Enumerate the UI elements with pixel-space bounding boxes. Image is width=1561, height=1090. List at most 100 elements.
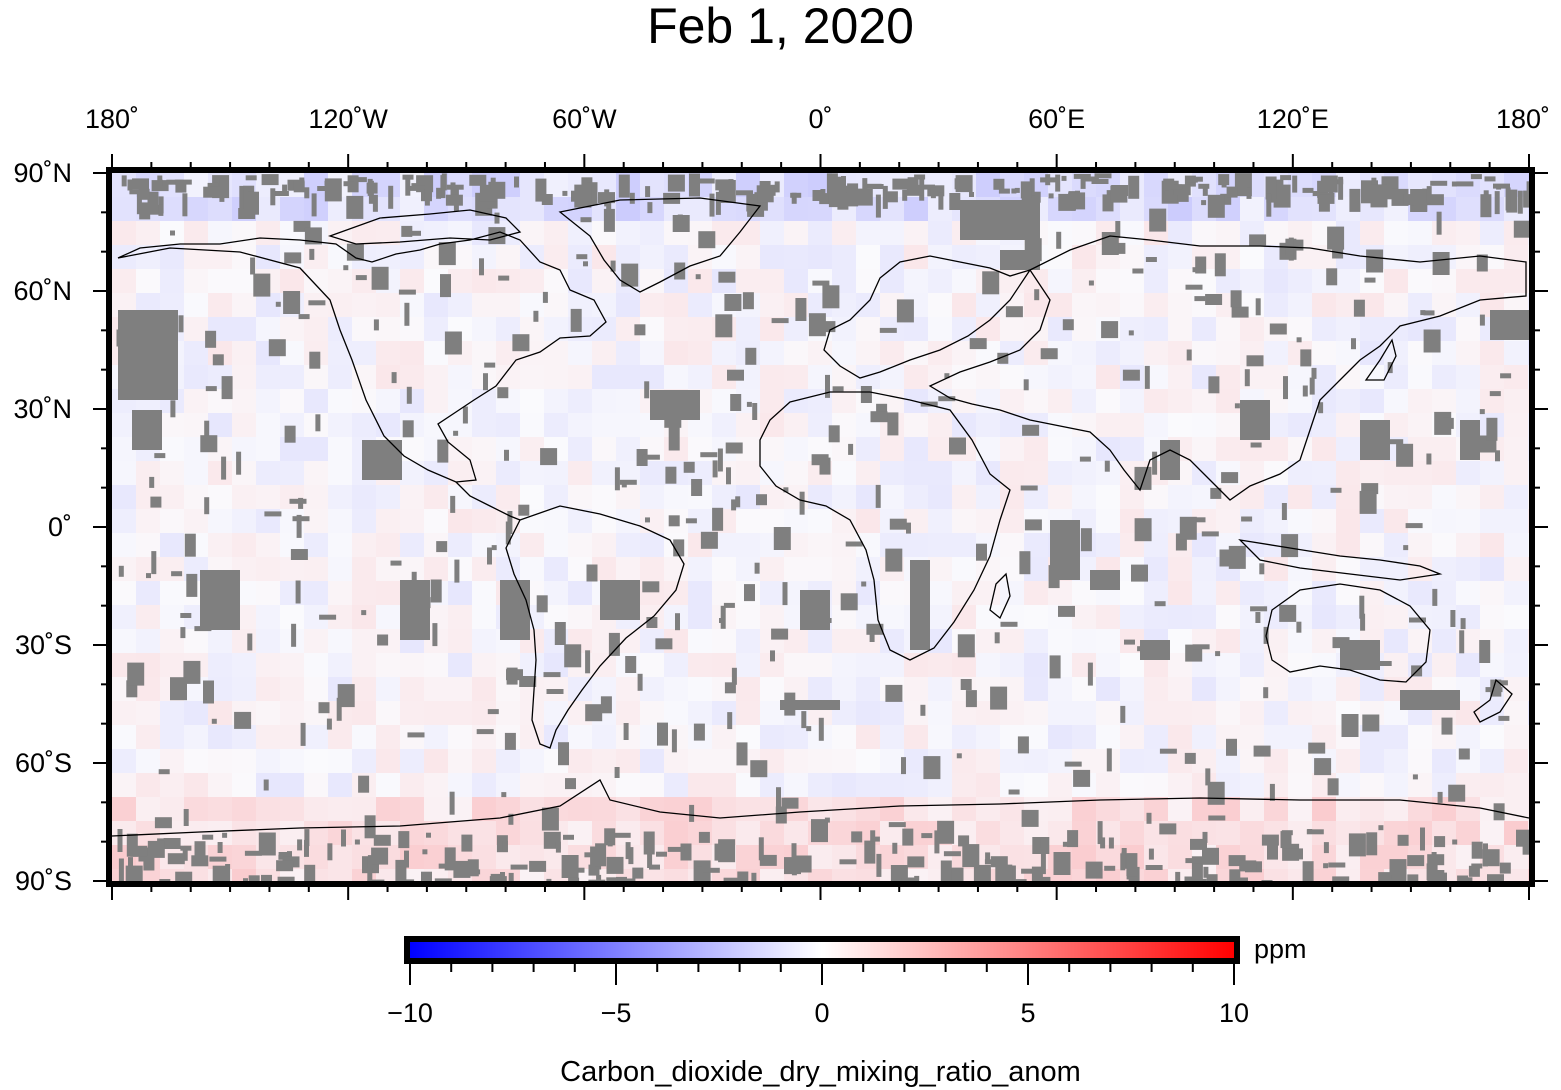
missing-data-cell [170, 677, 187, 701]
anomaly-cell [1240, 365, 1264, 389]
anomaly-cell [1144, 701, 1168, 725]
anomaly-cell [544, 581, 568, 605]
missing-data-cell [879, 327, 897, 333]
missing-data-cell [1269, 783, 1275, 801]
anomaly-cell [520, 653, 544, 677]
missing-data-cell [1506, 189, 1518, 213]
anomaly-cell [280, 653, 304, 677]
anomaly-cell [208, 821, 232, 845]
missing-data-cell [1448, 784, 1466, 802]
missing-data-cell [138, 188, 150, 200]
anomaly-cell [280, 677, 304, 701]
missing-data-cell [514, 176, 519, 188]
anomaly-cell [232, 629, 256, 653]
anomaly-cell [832, 869, 856, 881]
missing-data-cell [644, 381, 650, 399]
anomaly-cell [1048, 437, 1072, 461]
anomaly-cell [688, 677, 712, 701]
anomaly-cell [424, 557, 448, 581]
anomaly-cell [568, 605, 592, 629]
missing-data-cell [1055, 174, 1061, 192]
anomaly-cell [352, 293, 376, 317]
missing-data-patch [1140, 640, 1170, 660]
missing-data-cell [862, 178, 868, 190]
anomaly-cell [904, 365, 928, 389]
missing-data-cell [1108, 837, 1114, 849]
anomaly-cell [1120, 389, 1144, 413]
anomaly-cell [808, 869, 832, 881]
missing-data-cell [882, 185, 888, 209]
missing-data-cell [1459, 630, 1465, 654]
anomaly-cell [1528, 437, 1529, 461]
missing-data-cell [1067, 830, 1079, 848]
anomaly-cell [1216, 677, 1240, 701]
anomaly-cell [928, 677, 952, 701]
anomaly-cell [736, 509, 760, 533]
anomaly-cell [880, 581, 904, 605]
anomaly-cell [952, 389, 976, 413]
missing-data-cell [892, 178, 910, 190]
anomaly-cell [1048, 677, 1072, 701]
anomaly-cell [1072, 725, 1096, 749]
missing-data-cell [1366, 832, 1378, 856]
anomaly-cell [760, 365, 784, 389]
anomaly-cell [472, 557, 496, 581]
anomaly-cell [112, 533, 136, 557]
missing-data-cell [1359, 595, 1365, 619]
anomaly-cell [1216, 821, 1240, 845]
anomaly-cell [1504, 485, 1528, 509]
missing-data-cell [467, 859, 479, 877]
anomaly-cell [1336, 605, 1360, 629]
missing-data-cell [1407, 855, 1425, 867]
anomaly-cell [1048, 413, 1072, 437]
anomaly-cell [1312, 413, 1336, 437]
anomaly-cell [640, 245, 664, 269]
missing-data-cell [1450, 610, 1456, 627]
missing-data-cell [938, 192, 944, 210]
missing-data-cell [1427, 854, 1445, 866]
anomaly-cell [808, 245, 832, 269]
anomaly-cell [472, 317, 496, 341]
anomaly-cell [400, 437, 424, 461]
anomaly-cell [736, 701, 760, 725]
anomaly-cell [616, 437, 640, 461]
missing-data-cell [730, 394, 742, 411]
anomaly-cell [1048, 293, 1072, 317]
anomaly-cell [952, 797, 976, 821]
anomaly-cell [904, 485, 928, 509]
anomaly-cell [1192, 701, 1216, 725]
anomaly-cell [808, 557, 832, 581]
missing-data-cell [368, 180, 374, 204]
anomaly-cell [616, 677, 640, 701]
missing-data-cell [304, 864, 316, 881]
anomaly-cell [184, 221, 208, 245]
missing-data-cell [1195, 256, 1207, 274]
missing-data-cell [324, 178, 342, 202]
anomaly-cell [856, 437, 880, 461]
anomaly-cell [400, 197, 424, 221]
missing-data-patch [1460, 420, 1480, 460]
anomaly-cell [1504, 461, 1528, 485]
missing-data-cell [535, 178, 547, 202]
anomaly-cell [1144, 605, 1168, 629]
missing-data-cell [157, 175, 163, 187]
anomaly-cell [256, 677, 280, 701]
anomaly-cell [1144, 389, 1168, 413]
anomaly-cell [664, 341, 688, 365]
anomaly-cell [1480, 221, 1504, 245]
anomaly-cell [1336, 797, 1360, 821]
missing-data-cell [121, 175, 127, 187]
missing-data-cell [1452, 839, 1458, 845]
anomaly-cell [1216, 221, 1240, 245]
anomaly-cell [664, 773, 688, 797]
anomaly-cell [1264, 437, 1288, 461]
anomaly-cell [1480, 581, 1504, 605]
missing-data-cell [1073, 173, 1091, 179]
anomaly-cell [1528, 653, 1529, 677]
missing-data-cell [130, 845, 148, 857]
missing-data-cell [1034, 289, 1040, 301]
missing-data-cell [1318, 194, 1330, 212]
missing-data-cell [132, 178, 149, 190]
missing-data-cell [1341, 714, 1359, 737]
anomaly-cell [664, 749, 688, 773]
